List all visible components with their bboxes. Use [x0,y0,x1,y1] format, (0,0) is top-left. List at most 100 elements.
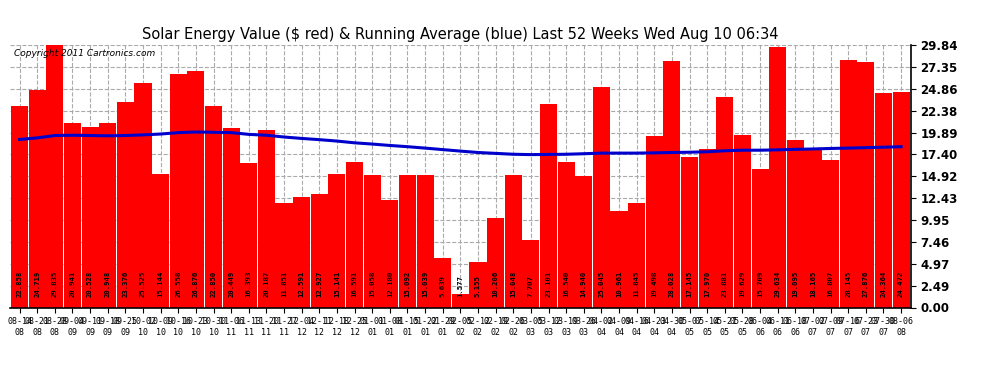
Bar [29,90,46,308]
Text: 28.028: 28.028 [669,271,675,297]
Bar [47,45,63,308]
Bar [734,135,751,308]
Bar [469,262,486,308]
Bar [557,162,574,308]
Text: 15.141: 15.141 [334,271,340,297]
Bar [681,157,698,308]
Text: 16.807: 16.807 [828,271,834,297]
Text: 15.058: 15.058 [369,271,375,297]
Text: 15.048: 15.048 [510,271,516,297]
Text: 22.850: 22.850 [211,271,217,297]
Text: 7.707: 7.707 [528,275,534,297]
Text: 12.180: 12.180 [387,271,393,297]
Bar [822,160,840,308]
Text: 28.145: 28.145 [845,271,851,297]
Bar [451,294,469,308]
Bar [645,136,663,308]
Bar [435,258,451,308]
Bar [857,62,874,308]
Text: 24.472: 24.472 [898,271,904,297]
Bar [840,60,856,308]
Bar [99,123,116,308]
Text: 18.165: 18.165 [810,271,816,297]
Bar [805,148,822,308]
Bar [381,200,398,308]
Bar [311,194,328,308]
Bar [363,175,381,308]
Bar [275,203,293,308]
Bar [611,211,628,308]
Text: 20.449: 20.449 [228,271,235,297]
Bar [751,169,768,308]
Bar [663,61,680,308]
Bar [135,83,151,308]
Bar [787,140,804,308]
Text: 26.558: 26.558 [175,271,181,297]
Bar [241,163,257,308]
Text: 20.528: 20.528 [87,271,93,297]
Bar [523,240,540,308]
Text: 11.845: 11.845 [634,271,640,297]
Bar [716,98,734,308]
Text: 29.835: 29.835 [51,271,57,297]
Text: 23.101: 23.101 [545,271,551,297]
Bar [293,197,310,308]
Bar [11,106,28,308]
Text: 15.144: 15.144 [157,271,163,297]
Text: 10.206: 10.206 [493,271,499,297]
Bar [81,127,99,308]
Text: 27.876: 27.876 [863,271,869,297]
Bar [205,106,222,308]
Bar [769,47,786,308]
Text: 16.591: 16.591 [351,271,357,297]
Text: 15.092: 15.092 [405,271,411,297]
Text: 1.577: 1.577 [457,275,463,297]
Bar [187,71,205,308]
Text: 10.961: 10.961 [616,271,622,297]
Bar [399,175,416,308]
Text: 22.858: 22.858 [17,271,23,297]
Text: 16.393: 16.393 [246,271,251,297]
Text: 20.941: 20.941 [69,271,75,297]
Bar [875,93,892,308]
Text: Copyright 2011 Cartronics.com: Copyright 2011 Cartronics.com [15,49,155,58]
Text: 12.591: 12.591 [299,271,305,297]
Text: 17.145: 17.145 [686,271,693,297]
Text: 20.187: 20.187 [263,271,269,297]
Bar [64,123,81,308]
Text: 29.634: 29.634 [775,271,781,297]
Text: 15.709: 15.709 [757,271,763,297]
Text: 15.039: 15.039 [422,271,428,297]
Text: 5.155: 5.155 [475,275,481,297]
Text: 14.940: 14.940 [581,271,587,297]
Bar [223,128,240,308]
Bar [540,104,557,308]
Text: 5.639: 5.639 [440,275,446,297]
Bar [575,176,592,308]
Bar [487,218,504,308]
Text: 20.948: 20.948 [105,271,111,297]
Text: 17.970: 17.970 [704,271,710,297]
Text: 24.719: 24.719 [35,271,41,297]
Text: 12.927: 12.927 [317,271,323,297]
Text: 23.376: 23.376 [123,271,129,297]
Bar [169,74,187,308]
Text: 19.498: 19.498 [651,271,657,297]
Bar [593,87,610,308]
Text: 25.045: 25.045 [598,271,604,297]
Text: 19.095: 19.095 [792,271,798,297]
Text: 25.525: 25.525 [140,271,146,297]
Bar [329,174,346,308]
Bar [505,175,522,308]
Bar [699,149,716,308]
Bar [628,203,645,308]
Bar [893,92,910,308]
Bar [117,102,134,308]
Text: 26.876: 26.876 [193,271,199,297]
Text: 16.540: 16.540 [563,271,569,297]
Text: 24.364: 24.364 [880,271,886,297]
Text: 19.629: 19.629 [740,271,745,297]
Bar [417,175,434,308]
Bar [257,130,275,308]
Bar [152,174,169,308]
